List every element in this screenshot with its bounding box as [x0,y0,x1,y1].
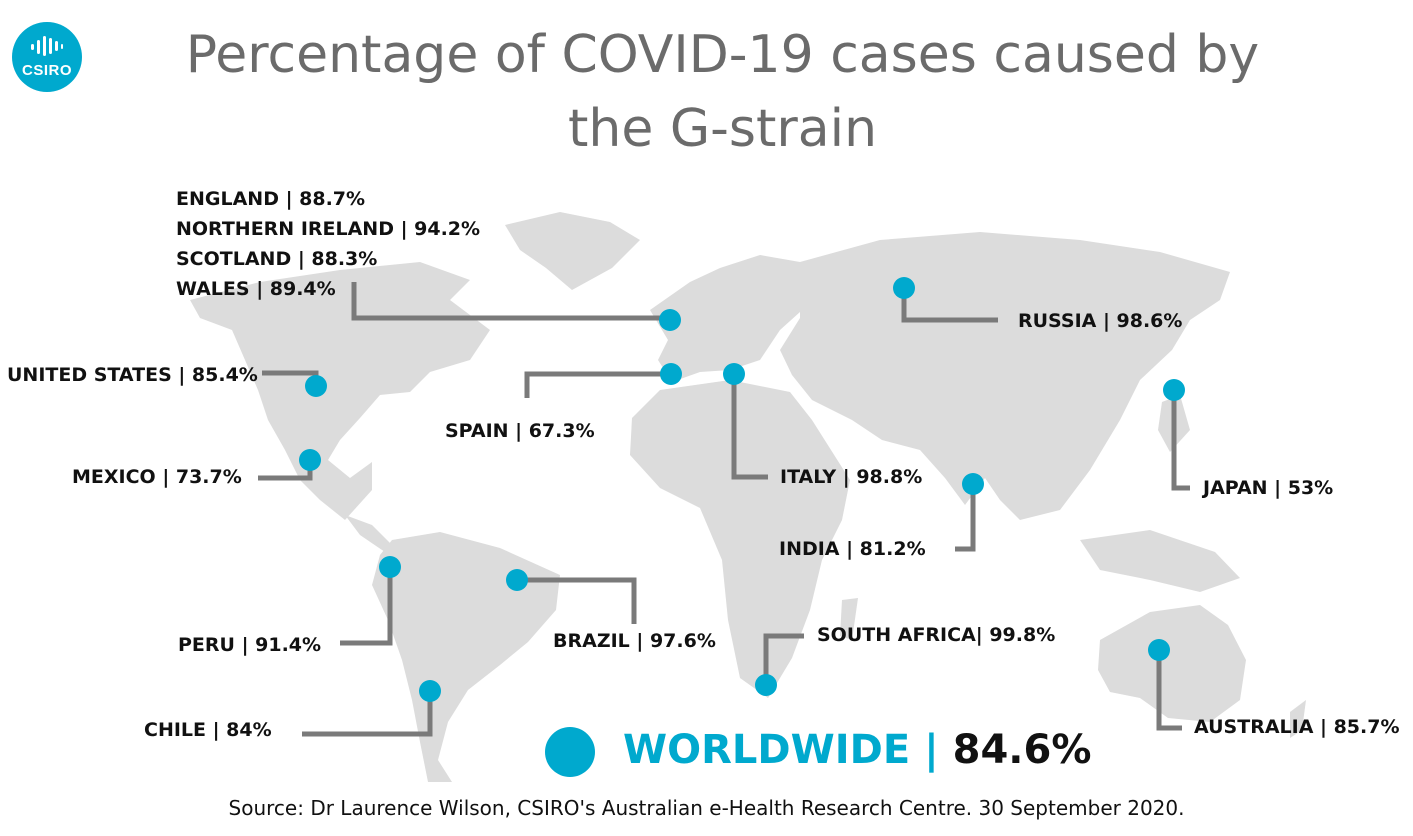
source-citation: Source: Dr Laurence Wilson, CSIRO's Aust… [228,796,1185,820]
label-england: ENGLAND | 88.7% [176,188,366,210]
south-africa-leader-line [763,633,804,684]
logo-text: CSIRO [21,62,72,79]
italy-leader-line [731,374,768,480]
mexico-marker [299,449,321,471]
label-wales: WALES | 89.4% [176,278,336,300]
russia-marker [893,277,915,299]
japan-marker [1163,379,1185,401]
greenland-shape [505,212,640,290]
india-marker [962,473,984,495]
central-america-shape [345,515,392,552]
label-india: INDIA | 81.2% [779,538,926,560]
landmasses [190,212,1306,782]
label-brazil: BRAZIL | 97.6% [553,630,716,652]
worldwide-text: WORLDWIDE | 84.6% [623,722,1091,778]
new-zealand-shape [1290,700,1306,738]
brazil-leader-line [517,577,637,624]
australia-shape [1098,605,1246,722]
south-america-shape [372,532,560,782]
uk-marker [659,309,681,331]
uk-leader-line [351,282,668,321]
label-australia: AUSTRALIA | 85.7% [1194,716,1400,738]
worldwide-value: 84.6% [952,727,1092,773]
label-peru: PERU | 91.4% [178,634,322,656]
label-chile: CHILE | 84% [144,719,272,741]
label-italy: ITALY | 98.8% [780,466,923,488]
csiro-logo: CSIRO [12,22,82,92]
label-mexico: MEXICO | 73.7% [72,466,242,488]
usa-marker [305,375,327,397]
label-spain: SPAIN | 67.3% [445,420,595,442]
title-line-2: the G-strain [567,99,878,159]
south-africa-marker [755,674,777,696]
madagascar-shape [840,598,858,640]
peru-leader-line [340,567,393,646]
peru-marker [379,556,401,578]
africa-shape [630,380,850,698]
worldwide-separator: | [924,727,939,773]
india-leader-line [955,484,976,552]
worldwide-label: WORLDWIDE [623,727,911,773]
italy-marker [723,363,745,385]
spain-leader-line [524,371,671,398]
chile-leader-line [302,691,433,737]
southeast-asia-shape [1080,530,1240,592]
australia-leader-line [1156,650,1182,731]
asia-shape [780,232,1230,520]
japan-leader-line [1171,390,1190,491]
label-scotland: SCOTLAND | 88.3% [176,248,378,270]
label-united-states: UNITED STATES | 85.4% [7,364,258,386]
title-line-1: Percentage of COVID-19 cases caused by [185,25,1260,85]
chile-marker [419,680,441,702]
page-title: Percentage of COVID-19 cases caused by t… [150,18,1295,166]
australia-marker [1148,639,1170,661]
worldwide-marker [545,727,595,777]
label-south-africa: SOUTH AFRICA| 99.8% [817,624,1056,646]
north-america-shape [190,262,490,520]
logo-bars-icon [31,36,63,56]
label-japan: JAPAN | 53% [1203,477,1334,499]
label-russia: RUSSIA | 98.6% [1018,310,1183,332]
spain-marker [660,363,682,385]
label-northern-ireland: NORTHERN IRELAND | 94.2% [176,218,481,240]
europe-shape [650,255,820,382]
brazil-marker [506,569,528,591]
